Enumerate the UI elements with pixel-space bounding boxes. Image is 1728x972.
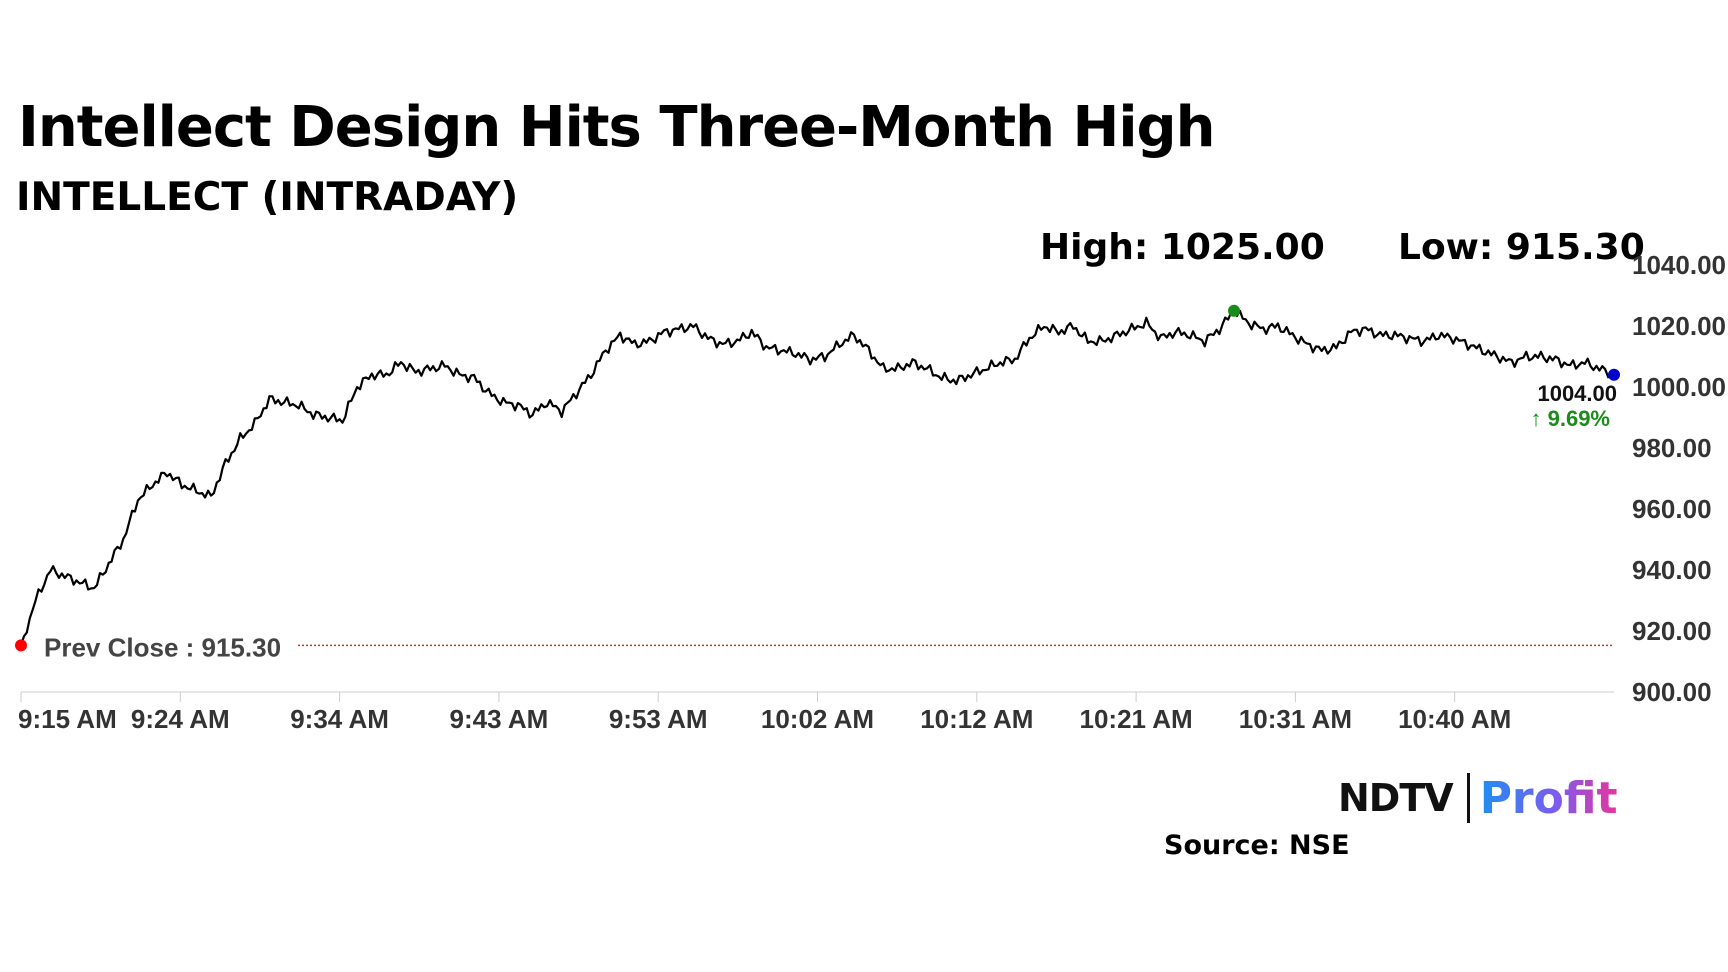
price-series-line	[19, 309, 1615, 646]
y-tick-label: 940.00	[1632, 555, 1712, 585]
chart-title: Intellect Design Hits Three-Month High	[18, 95, 1215, 160]
high-marker	[1228, 304, 1241, 317]
x-axis-ticks: 9:15 AM 9:24 AM 9:34 AM 9:43 AM 9:53 AM 10:02…	[18, 692, 1511, 734]
logo-ndtv-text: NDTV	[1338, 776, 1454, 820]
last-price-marker	[1608, 368, 1620, 381]
x-tick-label: 10:40 AM	[1398, 704, 1511, 734]
change-percent-label: ↑ 9.69%	[1531, 406, 1611, 431]
x-tick-label: 9:34 AM	[290, 704, 389, 734]
y-tick-label: 1040.00	[1632, 250, 1726, 280]
x-tick-label: 10:31 AM	[1239, 704, 1352, 734]
last-value-label: 1004.00	[1537, 381, 1617, 406]
x-tick-label: 9:24 AM	[131, 704, 230, 734]
y-tick-label: 900.00	[1632, 677, 1712, 707]
x-tick-label: 9:15 AM	[18, 704, 117, 734]
y-tick-label: 1000.00	[1632, 372, 1726, 402]
x-tick-label: 10:21 AM	[1079, 704, 1192, 734]
high-stat: High: 1025.00	[1040, 227, 1325, 268]
y-tick-label: 1020.00	[1632, 311, 1726, 341]
ndtv-profit-logo: NDTV Profit	[1338, 770, 1618, 826]
logo-divider	[1466, 773, 1470, 823]
start-marker	[15, 639, 27, 652]
x-tick-label: 10:12 AM	[920, 704, 1033, 734]
x-tick-label: 10:02 AM	[761, 704, 874, 734]
y-tick-label: 980.00	[1632, 433, 1712, 463]
source-note: Source: NSE	[1164, 830, 1350, 861]
x-tick-label: 9:43 AM	[450, 704, 549, 734]
low-stat: Low: 915.30	[1398, 227, 1645, 268]
prev-close-label: Prev Close : 915.30	[44, 632, 281, 662]
y-axis-ticks: 900.00 920.00 940.00 960.00 980.00 1000.00 102…	[1632, 250, 1726, 707]
logo-profit-text: Profit	[1479, 772, 1618, 824]
y-tick-label: 960.00	[1632, 494, 1712, 524]
y-tick-label: 920.00	[1632, 616, 1712, 646]
chart-subtitle: INTELLECT (INTRADAY)	[16, 175, 519, 220]
x-tick-label: 9:53 AM	[609, 704, 708, 734]
